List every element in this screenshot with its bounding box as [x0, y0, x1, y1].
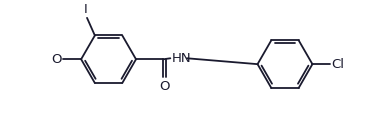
Text: HN: HN — [171, 52, 191, 65]
Text: Cl: Cl — [331, 58, 344, 71]
Text: O: O — [51, 53, 61, 66]
Text: I: I — [84, 3, 88, 16]
Text: O: O — [160, 80, 170, 93]
